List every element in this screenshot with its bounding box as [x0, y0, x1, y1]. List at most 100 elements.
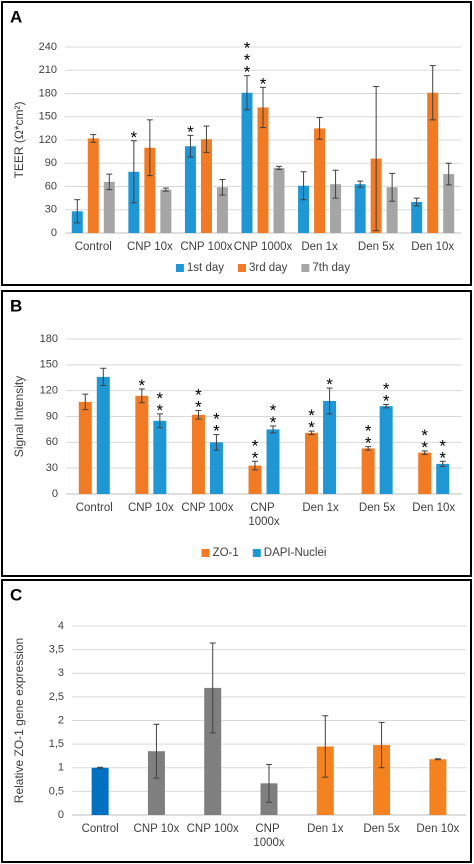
- significance-marker: **: [359, 422, 378, 446]
- y-tick-label: 1,5: [49, 738, 64, 750]
- legend-swatch: [252, 549, 261, 557]
- x-tick-label: CNP 100x: [181, 502, 233, 514]
- x-tick-label: Den 1x: [301, 241, 338, 253]
- y-tick-label: 120: [39, 134, 57, 146]
- significance-marker: **: [433, 436, 452, 460]
- x-tick-label: CNP 10x: [134, 823, 180, 835]
- bar: [266, 429, 280, 494]
- y-tick-label: 180: [40, 333, 58, 345]
- bar: [361, 448, 375, 494]
- legend: ZO-1 DAPI-Nuclei: [201, 547, 327, 559]
- y-tick-label: 4: [58, 620, 64, 632]
- panel-frame: [1, 290, 472, 577]
- legend-label: 7th day: [312, 262, 350, 274]
- bar: [323, 401, 337, 494]
- y-tick-label: 150: [40, 359, 58, 371]
- x-tick-label: CNP 1000x: [234, 241, 293, 253]
- bar: [386, 187, 398, 233]
- significance-marker: **: [189, 385, 208, 409]
- bar: [87, 138, 99, 233]
- y-tick-label: 60: [45, 180, 57, 192]
- significance-marker: *: [181, 122, 200, 134]
- significance-marker: **: [415, 426, 434, 450]
- bar: [429, 759, 447, 815]
- y-tick-label: 180: [39, 87, 57, 99]
- bar: [379, 406, 393, 494]
- y-tick-label: 0: [58, 809, 64, 821]
- bar: [354, 184, 366, 233]
- x-tick-label: Den 10x: [411, 241, 454, 253]
- significance-marker: *: [132, 376, 151, 388]
- bar: [305, 432, 319, 494]
- bar: [273, 167, 285, 233]
- y-tick-label: 120: [40, 385, 58, 397]
- y-tick-label: 90: [45, 157, 57, 169]
- significance-marker: **: [302, 406, 321, 430]
- legend-swatch: [175, 264, 184, 272]
- bar: [103, 181, 115, 233]
- bar: [298, 185, 310, 233]
- chart-panel: C Relative ZO-1 gene expression 0 0,5 1 1,5 2 2…: [10, 585, 466, 849]
- bar: [191, 414, 205, 494]
- panel-frame: [1, 1, 472, 286]
- x-tick-label: Den 1x: [302, 502, 339, 514]
- legend: 1st day 3rd day 7th day: [175, 262, 350, 274]
- x-tick-label: Den 5x: [359, 502, 396, 514]
- chart-panel: A TEER (Ω*cm²) 0 30 60 90 120 150 180 210 240 Contr…: [10, 7, 461, 274]
- legend-label: DAPI-Nuclei: [264, 547, 327, 559]
- bar: [257, 107, 269, 233]
- panel-label: B: [10, 296, 22, 315]
- x-tick-label: Den 10x: [416, 823, 459, 835]
- panel-label: A: [10, 7, 22, 26]
- bar: [160, 189, 172, 233]
- y-axis-title: TEER (Ω*cm²): [12, 102, 26, 179]
- y-tick-label: 30: [45, 204, 57, 216]
- y-tick-label: 0: [52, 488, 58, 500]
- significance-marker: **: [207, 410, 226, 434]
- x-tick-label: CNP 100x: [180, 241, 232, 253]
- bar: [330, 184, 342, 233]
- bar: [78, 401, 92, 494]
- x-tick-label: CNP 100x: [187, 823, 239, 835]
- bar: [411, 202, 423, 233]
- y-tick-label: 2: [58, 714, 64, 726]
- y-tick-label: 210: [39, 64, 57, 76]
- bar: [147, 751, 165, 815]
- legend-label: 3rd day: [249, 262, 288, 274]
- y-tick-label: 150: [39, 111, 57, 123]
- significance-marker: **: [264, 401, 283, 425]
- y-axis-title: Relative ZO-1 gene expression: [12, 638, 26, 803]
- significance-marker: **: [377, 379, 396, 403]
- x-tick-label: CNP 1000x: [248, 502, 280, 528]
- bar: [248, 465, 262, 494]
- bar: [184, 146, 196, 233]
- x-tick-label: CNP 10x: [128, 502, 174, 514]
- legend-swatch: [301, 264, 310, 272]
- bar: [241, 92, 253, 233]
- y-tick-label: 3: [58, 667, 64, 679]
- x-tick-label: Control: [76, 502, 113, 514]
- bar: [96, 376, 110, 494]
- bar: [204, 687, 222, 815]
- y-tick-label: 90: [46, 410, 58, 422]
- y-tick-label: 30: [46, 462, 58, 474]
- significance-marker: ***: [238, 39, 257, 75]
- significance-marker: *: [320, 375, 339, 387]
- y-tick-label: 60: [46, 436, 58, 448]
- bar: [91, 767, 109, 815]
- y-tick-label: 2,5: [49, 691, 64, 703]
- x-tick-label: Control: [75, 241, 112, 253]
- bar: [427, 92, 439, 233]
- panel-label: C: [10, 585, 22, 604]
- x-tick-label: Control: [82, 823, 119, 835]
- bar: [144, 147, 156, 233]
- x-tick-label: Den 5x: [358, 241, 395, 253]
- y-tick-label: 1: [58, 762, 64, 774]
- y-tick-label: 3,5: [49, 644, 64, 656]
- legend-swatch: [237, 264, 246, 272]
- legend-label: ZO-1: [213, 547, 239, 559]
- bar: [443, 174, 455, 233]
- significance-marker: **: [150, 389, 169, 413]
- bar: [314, 128, 326, 233]
